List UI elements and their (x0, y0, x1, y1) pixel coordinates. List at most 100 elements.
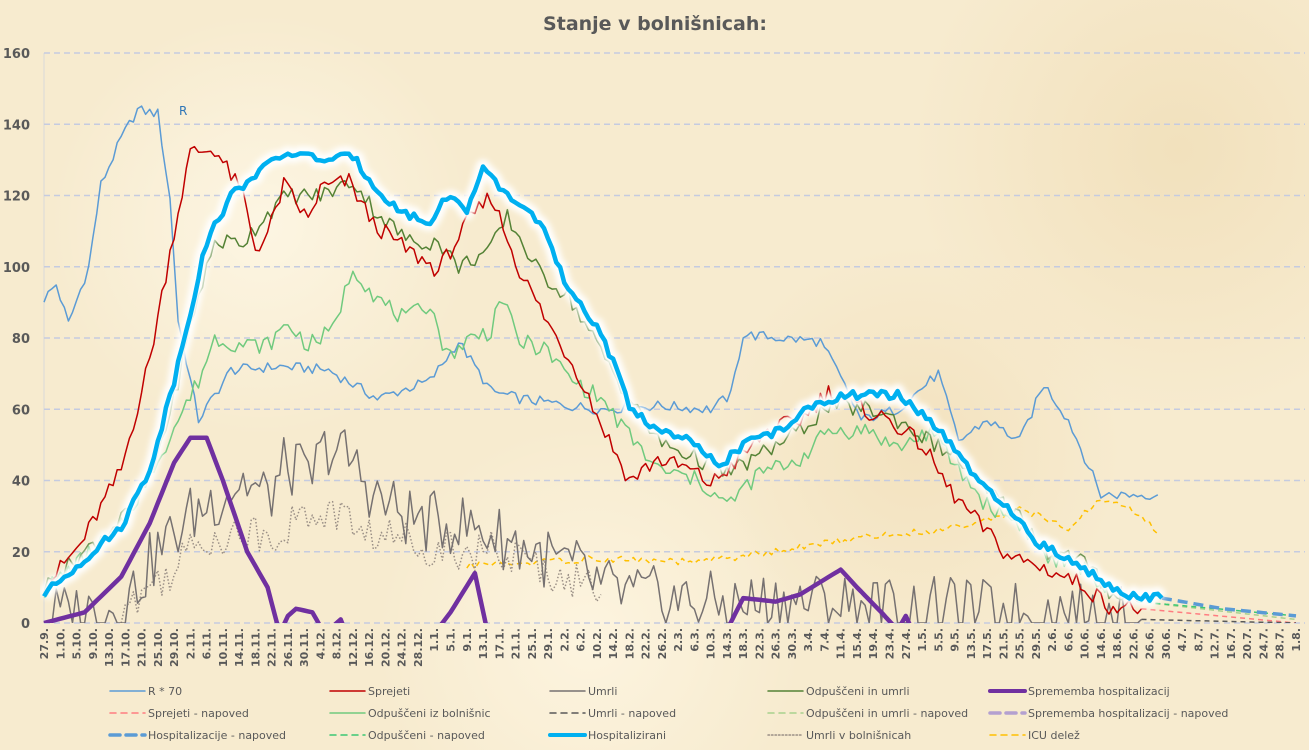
legend-item: ICU delež (989, 729, 1080, 742)
x-tick-label: 13.1. (477, 628, 490, 659)
x-tick-label: 15.4. (851, 628, 864, 659)
x-tick-label: 2.3. (672, 628, 685, 652)
legend-item: Odpuščeni - napoved (329, 729, 485, 742)
x-tick-label: 17.1. (493, 628, 506, 659)
x-tick-label: 22.11. (266, 628, 279, 667)
series-line-sprejeti-napoved (1141, 608, 1297, 623)
x-tick-label: 11.4. (835, 628, 848, 659)
x-tick-label: 5.10. (71, 628, 84, 659)
x-tick-label: 14.11. (233, 628, 246, 667)
legend-label: Sprejeti - napoved (148, 707, 249, 720)
legend-item: Odpuščeni iz bolnišnic (329, 707, 491, 720)
legend-item: Hospitalizirani (548, 729, 666, 742)
y-axis-ticks: 0 20 40 60 80 100 120 140 160 (3, 47, 30, 632)
legend-item: Umrli - napoved (549, 707, 676, 720)
x-tick-label: 29.5. (1030, 628, 1043, 659)
legend-label: Umrli (588, 685, 617, 698)
x-tick-label: 25.10. (152, 628, 165, 667)
x-tick-label: 1.5. (916, 628, 929, 652)
x-tick-label: 17.5. (981, 628, 994, 659)
x-tick-label: 17.10. (119, 628, 132, 667)
legend-label: Sprememba hospitalizacij - napoved (1028, 707, 1228, 720)
legend-item: Odpuščeni in umrli - napoved (767, 707, 968, 720)
legend-label: Odpuščeni iz bolnišnic (368, 707, 491, 720)
x-tick-label: 1.1. (428, 628, 441, 652)
x-tick-label: 5.1. (444, 628, 457, 652)
series-lines (40, 105, 1297, 623)
x-tick-label: 14.6. (1095, 628, 1108, 659)
x-tick-label: 14.2. (607, 628, 620, 659)
x-tick-label: 18.3. (737, 628, 750, 659)
legend-label: Sprememba hospitalizacij (1028, 685, 1170, 698)
x-tick-label: 26.2. (656, 628, 669, 659)
series-line-hospitalizacije-napoved (1161, 596, 1297, 618)
legend-item: Hospitalizacije - napoved (108, 729, 286, 742)
x-tick-label: 27.9. (38, 628, 51, 659)
x-axis-ticks: 27.9. 1.10. 5.10. 9.10. 13.10. 17.10. 21.10. 25… (38, 628, 1303, 667)
y-tick-label: 120 (3, 190, 30, 205)
x-tick-label: 4.7. (1176, 628, 1189, 652)
x-tick-label: 30.6. (1160, 628, 1173, 659)
series-line-hospitalizirani (42, 151, 1164, 603)
x-tick-label: 8.12. (331, 628, 344, 659)
series-line-umrli (43, 429, 1143, 623)
x-tick-label: 18.11. (249, 628, 262, 667)
x-tick-label: 12.12. (347, 628, 360, 667)
x-tick-label: 5.5. (932, 628, 945, 652)
series-glow (40, 146, 1167, 608)
x-tick-label: 22.2. (640, 628, 653, 659)
x-tick-label: 18.2. (623, 628, 636, 659)
x-tick-label: 10.11. (217, 628, 230, 667)
y-tick-label: 60 (12, 403, 30, 418)
y-tick-label: 160 (3, 47, 30, 62)
x-tick-label: 6.11. (201, 628, 214, 659)
x-tick-label: 21.5. (997, 628, 1010, 659)
x-tick-label: 26.6. (1144, 628, 1157, 659)
x-tick-label: 14.3. (721, 628, 734, 659)
x-tick-label: 2.2. (558, 628, 571, 652)
x-tick-label: 2.6. (1046, 628, 1059, 652)
x-tick-label: 1.10. (54, 628, 67, 659)
x-tick-label: 21.10. (136, 628, 149, 667)
gridlines (43, 52, 1305, 624)
x-tick-label: 6.6. (1062, 628, 1075, 652)
legend-item: Sprejeti - napoved (109, 707, 249, 720)
x-tick-label: 10.3. (705, 628, 718, 659)
x-tick-label: 24.12. (396, 628, 409, 667)
x-tick-label: 10.6. (1079, 628, 1092, 659)
x-tick-label: 28.12. (412, 628, 425, 667)
chart-title: Stanje v bolnišnicah: (543, 13, 767, 35)
y-tick-label: 80 (12, 332, 30, 347)
legend-item: Sprememba hospitalizacij - napoved (988, 707, 1228, 720)
x-tick-label: 6.2. (575, 628, 588, 652)
x-tick-label: 4.12. (314, 628, 327, 659)
x-tick-label: 25.5. (1014, 628, 1027, 659)
x-tick-label: 30.3. (786, 628, 799, 659)
series-line-icu-dele (466, 499, 1159, 570)
x-tick-label: 26.11. (282, 628, 295, 667)
x-tick-label: 23.4. (884, 628, 897, 659)
x-tick-label: 25.1. (526, 628, 539, 659)
x-tick-label: 19.4. (867, 628, 880, 659)
x-tick-label: 29.1. (542, 628, 555, 659)
x-tick-label: 22.6. (1127, 628, 1140, 659)
legend-label: Odpuščeni in umrli (806, 685, 910, 698)
y-tick-label: 140 (3, 118, 30, 133)
x-tick-label: 22.3. (753, 628, 766, 659)
x-tick-label: 9.1. (461, 628, 474, 652)
series-line-odpu-eni-iz-bolni-nic (43, 270, 1139, 603)
legend-label: Umrli v bolnišnicah (806, 729, 911, 742)
legend-label: R * 70 (148, 685, 182, 698)
x-tick-label: 10.2. (591, 628, 604, 659)
x-tick-label: 30.11. (298, 628, 311, 667)
x-tick-label: 2.11. (184, 628, 197, 659)
x-tick-label: 9.5. (949, 628, 962, 652)
legend-item: R * 70 (109, 685, 182, 698)
x-tick-label: 26.3. (770, 628, 783, 659)
y-tick-label: 20 (12, 546, 30, 561)
x-tick-label: 27.4. (900, 628, 913, 659)
legend-label: Umrli - napoved (588, 707, 676, 720)
legend-label: Sprejeti (368, 685, 410, 698)
legend-label: Odpuščeni in umrli - napoved (806, 707, 968, 720)
